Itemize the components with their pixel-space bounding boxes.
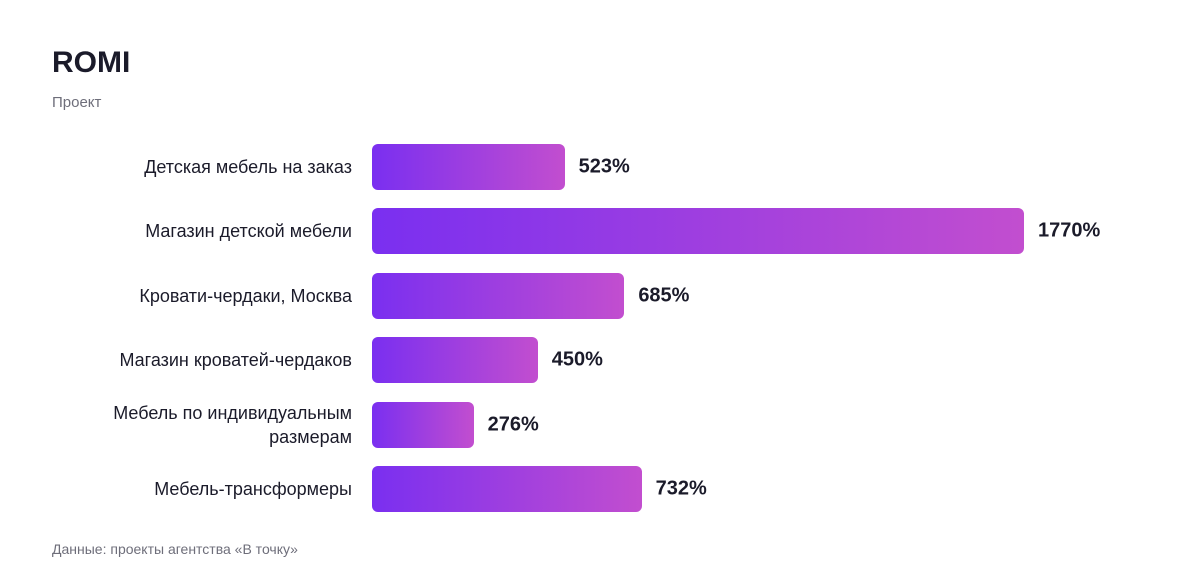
chart-title: ROMI <box>52 46 131 79</box>
bar <box>372 337 538 384</box>
bar <box>372 144 565 190</box>
category-label: Магазин детской мебели <box>145 221 352 242</box>
value-label: 1770% <box>1038 219 1101 242</box>
bar <box>372 401 474 448</box>
category-label: Магазин кроватей-чердаков <box>119 350 352 371</box>
category-label: Мебель-трансформеры <box>154 479 352 499</box>
bar <box>372 208 1024 255</box>
value-label: 732% <box>655 477 707 500</box>
category-label: Кровати-чердаки, Москва <box>139 285 352 306</box>
bar <box>372 272 625 319</box>
category-label: Детская мебель на заказ <box>144 157 352 177</box>
value-label: 450% <box>551 348 603 371</box>
bar <box>372 466 642 512</box>
value-label: 276% <box>487 413 539 436</box>
value-label: 685% <box>638 284 690 307</box>
source-note: Данные: проекты агентства «В точку» <box>52 541 298 557</box>
category-label: Мебель по индивидуальным размерам <box>113 402 352 447</box>
chart-subtitle: Проект <box>52 94 102 111</box>
value-label: 523% <box>578 155 630 178</box>
